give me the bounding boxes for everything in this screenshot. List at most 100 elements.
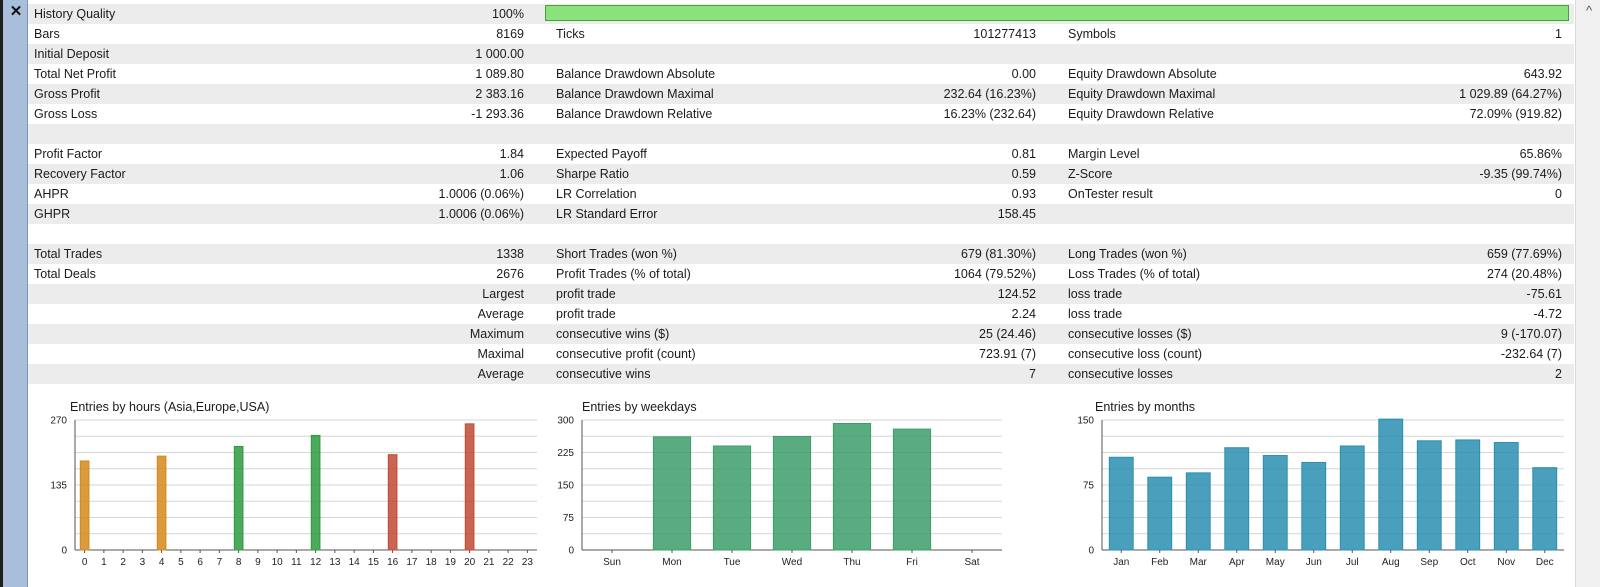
- chart-title: Entries by months: [1095, 400, 1196, 414]
- chart-bar: [1455, 439, 1481, 551]
- y-tick-label: 135: [50, 481, 67, 492]
- row-label: consecutive losses: [1068, 367, 1173, 381]
- row-label: Margin Level: [1068, 147, 1140, 161]
- table-row: Total Deals 2676 Profit Trades (% of total…: [28, 264, 1574, 284]
- row-value: 158.45: [997, 207, 1036, 221]
- table-row: Maximal consecutive profit (count) 723.91 …: [28, 344, 1574, 364]
- chart-bar: [772, 435, 812, 551]
- chart-bar: [387, 454, 398, 551]
- y-tick-label: 150: [557, 481, 574, 492]
- row-value: 643.92: [1523, 67, 1562, 81]
- vertical-scrollbar[interactable]: ^: [1575, 0, 1600, 587]
- row-value: 1338: [496, 247, 524, 261]
- row-value: 9 (-170.07): [1500, 327, 1562, 341]
- x-tick-label: 16: [387, 557, 399, 568]
- y-tick-label: 0: [61, 546, 67, 557]
- chart-bar: [1339, 445, 1365, 551]
- y-tick-label: 75: [1083, 481, 1095, 492]
- y-tick-label: 0: [568, 546, 574, 557]
- row-label: Total Net Profit: [34, 67, 116, 81]
- x-tick-label: Mon: [662, 557, 681, 568]
- row-value: 25 (24.46): [979, 327, 1036, 341]
- row-value: 2676: [496, 267, 524, 281]
- table-row: Gross Loss -1 293.36 Balance Drawdown Rela…: [28, 104, 1574, 124]
- row-value: 0: [1555, 187, 1562, 201]
- row-value: 72.09% (919.82): [1469, 107, 1562, 121]
- chart-title: Entries by hours (Asia,Europe,USA): [70, 400, 270, 414]
- table-row: Average profit trade 2.24 loss trade -4.72: [28, 304, 1574, 324]
- row-label: Equity Drawdown Maximal: [1068, 87, 1216, 101]
- row-label: profit trade: [556, 287, 616, 301]
- close-icon[interactable]: ✕: [9, 3, 23, 20]
- row-value: 8169: [496, 27, 524, 41]
- x-tick-label: 20: [464, 557, 476, 568]
- x-tick-label: 5: [178, 557, 184, 568]
- x-tick-label: 11: [291, 557, 302, 568]
- table-row: Bars 8169 Ticks 101277413 Symbols 1: [28, 24, 1574, 44]
- chart-bar: [1532, 467, 1558, 551]
- row-label: consecutive wins: [556, 367, 651, 381]
- chart-svg: 0 75 150 225 300 Sun Mon Tue Wed Thu Fri Sat: [557, 416, 1002, 568]
- row-value: 0.59: [1011, 167, 1036, 181]
- chart-svg: 0 75 150 Jan Feb Mar Apr May Jun Jul Aug Sep Oct Nov D…: [1077, 416, 1564, 568]
- y-tick-label: 300: [557, 416, 574, 427]
- row-label: Total Deals: [34, 267, 96, 281]
- row-value: 232.64 (16.23%): [943, 87, 1036, 101]
- x-tick-label: Jan: [1113, 557, 1129, 568]
- history-quality-bar: [545, 5, 1569, 21]
- row-value: 7: [1029, 367, 1036, 381]
- row-value: 100%: [492, 7, 524, 21]
- x-tick-label: 22: [503, 557, 515, 568]
- row-label: Z-Score: [1068, 167, 1113, 181]
- y-tick-label: 0: [1088, 546, 1094, 557]
- row-label: Profit Trades (% of total): [556, 267, 691, 281]
- table-row: History Quality 100%: [28, 4, 1574, 24]
- row-label: Bars: [34, 27, 60, 41]
- x-tick-label: Oct: [1460, 557, 1476, 568]
- x-tick-label: Sat: [964, 557, 979, 568]
- x-tick-label: 4: [159, 557, 165, 568]
- row-value: Maximal: [477, 347, 524, 361]
- x-tick-label: 8: [236, 557, 242, 568]
- x-tick-label: Nov: [1497, 557, 1515, 568]
- chart-bar: [892, 428, 932, 551]
- row-label: Equity Drawdown Relative: [1068, 107, 1214, 121]
- x-tick-label: Sep: [1420, 557, 1438, 568]
- x-tick-label: 1: [101, 557, 107, 568]
- row-value: 0.00: [1011, 67, 1036, 81]
- x-tick-label: 12: [310, 557, 322, 568]
- x-tick-label: Jun: [1306, 557, 1322, 568]
- x-tick-label: Jul: [1346, 557, 1359, 568]
- table-row: Initial Deposit 1 000.00: [28, 44, 1574, 64]
- x-tick-label: 2: [120, 557, 126, 568]
- row-label: Equity Drawdown Absolute: [1068, 67, 1217, 81]
- table-row: Total Net Profit 1 089.80 Balance Drawdown…: [28, 64, 1574, 84]
- left-panel-strip: [0, 0, 28, 587]
- x-tick-label: Thu: [843, 557, 860, 568]
- row-label: consecutive profit (count): [556, 347, 696, 361]
- x-tick-label: 15: [368, 557, 380, 568]
- row-label: Sharpe Ratio: [556, 167, 629, 181]
- row-value: 101277413: [973, 27, 1036, 41]
- scroll-up-icon[interactable]: ^: [1585, 3, 1593, 18]
- row-label: Initial Deposit: [34, 47, 110, 61]
- row-label: OnTester result: [1068, 187, 1153, 201]
- chart-title: Entries by weekdays: [582, 400, 697, 414]
- table-row: AHPR 1.0006 (0.06%) LR Correlation 0.93 OnTe…: [28, 184, 1574, 204]
- row-label: Long Trades (won %): [1068, 247, 1187, 261]
- x-tick-label: 14: [349, 557, 361, 568]
- row-value: 16.23% (232.64): [943, 107, 1036, 121]
- row-value: 0.93: [1011, 187, 1036, 201]
- table-row: GHPR 1.0006 (0.06%) LR Standard Error 158.4…: [28, 204, 1574, 224]
- row-value: 1 000.00: [475, 47, 524, 61]
- row-label: Loss Trades (% of total): [1068, 267, 1201, 281]
- chart-bar: [1416, 440, 1442, 551]
- row-label: Gross Loss: [34, 107, 98, 121]
- row-value: 723.91 (7): [979, 347, 1036, 361]
- row-value: -75.61: [1526, 287, 1562, 301]
- row-value: Average: [477, 367, 524, 381]
- row-value: 2 383.16: [475, 87, 524, 101]
- results-table: History Quality 100% Bars 8169 Ticks 10127741…: [28, 4, 1574, 404]
- table-row: Total Trades 1338 Short Trades (won %) 679 …: [28, 244, 1574, 264]
